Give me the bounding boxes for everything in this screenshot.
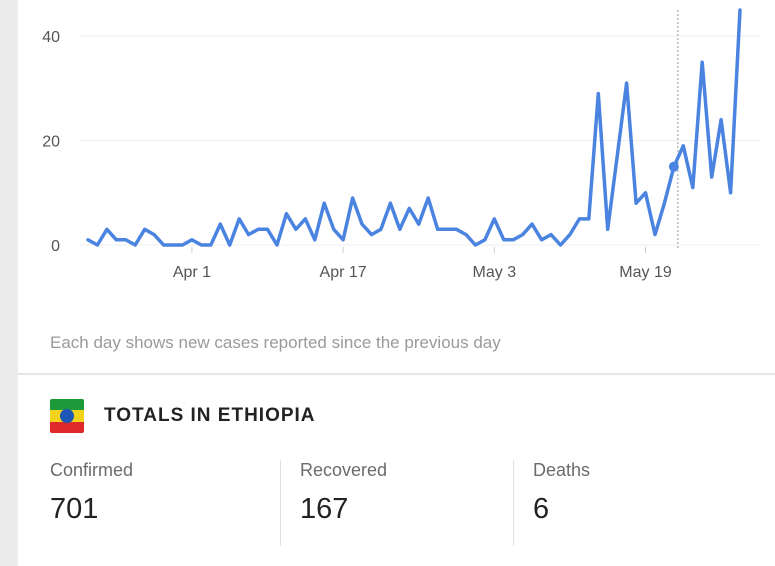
recovered-value: 167 <box>300 493 349 525</box>
y-tick-label: 0 <box>51 238 60 255</box>
chart-caption: Each day shows new cases reported since … <box>50 333 501 352</box>
totals-title: TOTALS IN ETHIOPIA <box>104 405 316 426</box>
y-tick-label: 40 <box>42 29 60 46</box>
x-tick-label: Apr 17 <box>320 264 367 281</box>
confirmed-value: 701 <box>50 493 99 525</box>
ethiopia-flag-icon <box>50 399 84 433</box>
stat-separator <box>513 460 514 546</box>
hover-data-point <box>668 161 679 172</box>
x-tick-label: May 19 <box>619 264 672 281</box>
deaths-stat: Deaths 6 <box>533 460 590 546</box>
x-tick-label: May 3 <box>473 264 517 281</box>
new-cases-chart: 0 20 40 Apr 1 Apr 17 May 3 May 19 Each day sho… <box>18 0 775 372</box>
section-divider <box>18 373 775 375</box>
series-line <box>86 8 742 247</box>
totals-header: TOTALS IN ETHIOPIA <box>50 399 316 433</box>
stat-separator <box>280 460 281 546</box>
deaths-value: 6 <box>533 493 550 525</box>
y-tick-label: 20 <box>42 134 60 151</box>
deaths-label: Deaths <box>533 460 591 480</box>
confirmed-stat: Confirmed 701 <box>50 460 133 546</box>
totals-stats: Confirmed 701 Recovered 167 Deaths 6 <box>50 460 770 546</box>
confirmed-label: Confirmed <box>50 460 134 480</box>
recovered-label: Recovered <box>300 460 388 480</box>
stats-card: 0 20 40 Apr 1 Apr 17 May 3 May 19 Each day sho… <box>18 0 775 566</box>
x-tick-label: Apr 1 <box>173 264 211 281</box>
chart-svg: 0 20 40 Apr 1 Apr 17 May 3 May 19 <box>42 8 760 281</box>
recovered-stat: Recovered 167 <box>300 460 387 546</box>
